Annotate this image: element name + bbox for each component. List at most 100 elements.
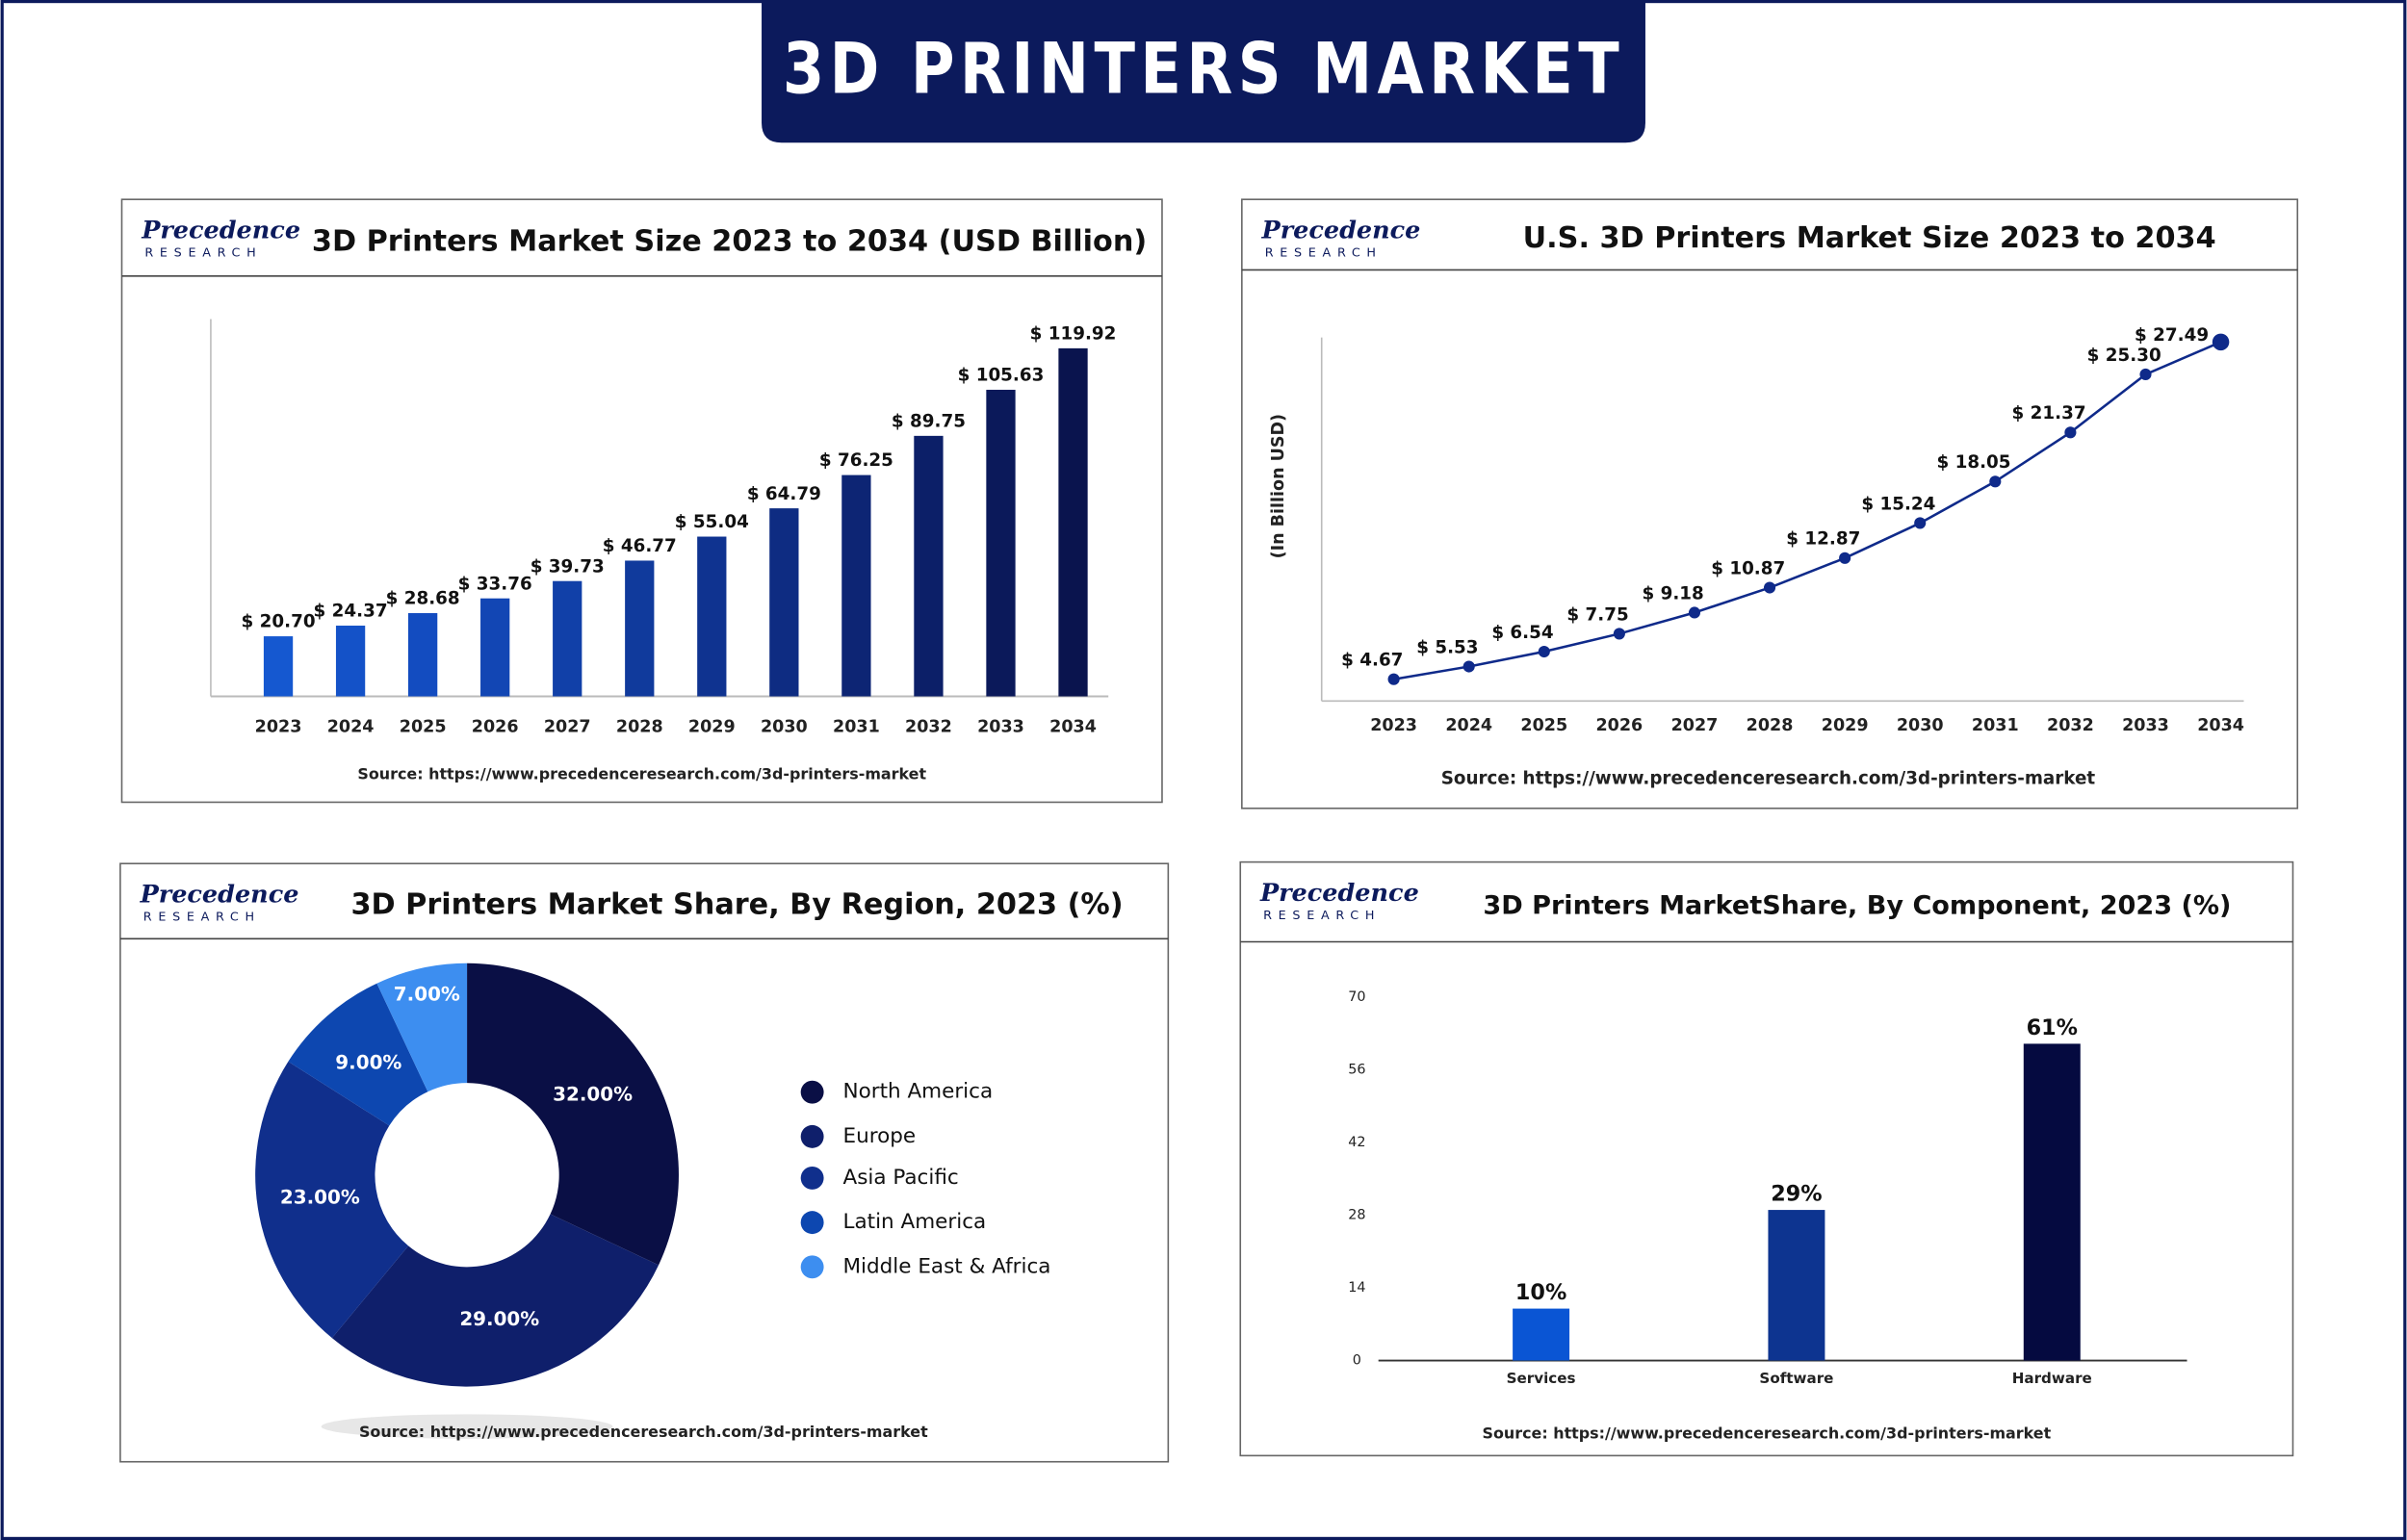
bar (263, 636, 294, 697)
x-tick-label: 2023 (1370, 716, 1417, 735)
value-label: $ 55.04 (675, 512, 749, 532)
brand-sub: RESEARCH (143, 910, 261, 924)
legend-label: Asia Pacific (842, 1166, 958, 1190)
line (1393, 341, 2222, 680)
bar (625, 560, 655, 697)
bar (553, 580, 582, 697)
x-tick-label: 2025 (1520, 716, 1567, 735)
panel (1241, 198, 2299, 809)
brand-logo: Precedence (1261, 217, 1421, 245)
point (1839, 552, 1851, 564)
x-tick-label: 2034 (1049, 717, 1097, 736)
value-label: $ 28.68 (386, 589, 460, 609)
point (1538, 645, 1550, 658)
header-bar (762, 0, 1645, 143)
legend-swatch (800, 1211, 824, 1235)
value-label: $ 25.30 (2087, 346, 2161, 366)
bar (697, 536, 727, 697)
donut-slice (376, 962, 468, 1092)
source: Source: https://www.precedenceresearch.c… (359, 1423, 928, 1441)
y-tick-label: 28 (1348, 1207, 1365, 1222)
point (2212, 333, 2230, 351)
value-label: $ 39.73 (531, 556, 605, 577)
brand-logo: Precedence (140, 881, 299, 910)
value-label: $ 15.24 (1861, 494, 1935, 514)
chart-title: 3D Printers Market Share, By Region, 202… (350, 888, 1123, 922)
brand-sub: RESEARCH (1263, 909, 1381, 923)
x-tick-label: 2028 (616, 717, 663, 736)
x-tick-label: 2024 (327, 717, 375, 736)
chart-title: 3D Printers MarketShare, By Component, 2… (1483, 890, 2231, 920)
value-label: $ 27.49 (2135, 325, 2209, 346)
point (1914, 517, 1927, 529)
value-label: $ 46.77 (603, 536, 677, 556)
x-tick-label: 2030 (1897, 716, 1944, 735)
chart-title: U.S. 3D Printers Market Size 2023 to 203… (1523, 221, 2216, 255)
value-label: 61% (2027, 1015, 2078, 1040)
bar (407, 613, 438, 697)
brand-sub: RESEARCH (1265, 245, 1383, 260)
brand-sub: RESEARCH (144, 245, 262, 260)
bar (841, 475, 871, 697)
y-tick-label: 56 (1348, 1062, 1365, 1077)
value-label: $ 6.54 (1491, 623, 1553, 643)
bar (2023, 1043, 2081, 1361)
x-tick-label: 2026 (1595, 716, 1643, 735)
x-tick-label: 2027 (544, 717, 591, 736)
point (1688, 606, 1701, 619)
source: Source: https://www.precedenceresearch.c… (1482, 1424, 2051, 1443)
bar (1768, 1210, 1825, 1361)
point (1763, 581, 1776, 594)
x-tick-label: 2027 (1671, 716, 1719, 735)
x-tick-label: Services (1507, 1370, 1576, 1387)
x-tick-label: Hardware (2012, 1370, 2092, 1387)
page-title: 3D PRINTERS MARKET (783, 29, 1624, 111)
source: Source: https://www.precedenceresearch.c… (357, 764, 926, 783)
bar (1513, 1308, 1570, 1361)
value-label: 10% (1515, 1280, 1566, 1305)
x-tick-label: 2033 (977, 717, 1024, 736)
y-axis-label: (In Billion USD) (1269, 414, 1288, 558)
value-label: $ 105.63 (958, 366, 1045, 386)
x-tick-label: 2031 (833, 717, 880, 736)
bar (769, 508, 799, 697)
slice-label: 32.00% (553, 1083, 633, 1105)
legend-swatch (800, 1166, 824, 1190)
x-tick-label: 2028 (1747, 716, 1794, 735)
value-label: $ 119.92 (1030, 324, 1117, 345)
brand-logo: Precedence (141, 217, 300, 245)
x-tick-label: 2026 (472, 717, 519, 736)
x-tick-label: 2023 (255, 717, 302, 736)
donut-slice (288, 983, 428, 1126)
value-label: $ 12.87 (1786, 529, 1860, 550)
donut-slice (255, 1061, 409, 1339)
legend-swatch (800, 1255, 824, 1279)
x-tick-label: 2030 (761, 717, 808, 736)
legend-swatch (800, 1124, 824, 1148)
x-tick-label: 2032 (2047, 716, 2094, 735)
point (1613, 628, 1625, 640)
value-label: $ 18.05 (1936, 452, 2010, 473)
point (1989, 475, 2002, 488)
x-tick-label: 2029 (688, 717, 736, 736)
x-tick-label: 2025 (400, 717, 447, 736)
value-label: $ 64.79 (747, 484, 821, 504)
brand-logo: Precedence (1259, 879, 1419, 908)
donut-slice (467, 962, 679, 1266)
x-tick-label: 2024 (1445, 716, 1492, 735)
value-label: $ 7.75 (1566, 604, 1628, 625)
bar (335, 626, 366, 697)
value-label: $ 76.25 (819, 450, 893, 471)
value-label: $ 5.53 (1416, 637, 1478, 657)
value-label: $ 10.87 (1711, 558, 1785, 578)
x-tick-label: 2031 (1972, 716, 2019, 735)
legend-swatch (800, 1080, 824, 1104)
bar (986, 389, 1016, 697)
point (1387, 673, 1400, 685)
slice-label: 29.00% (459, 1308, 539, 1330)
donut-slice (331, 1214, 660, 1387)
bar (480, 598, 510, 697)
bar (914, 435, 944, 697)
value-label: $ 4.67 (1341, 651, 1403, 671)
